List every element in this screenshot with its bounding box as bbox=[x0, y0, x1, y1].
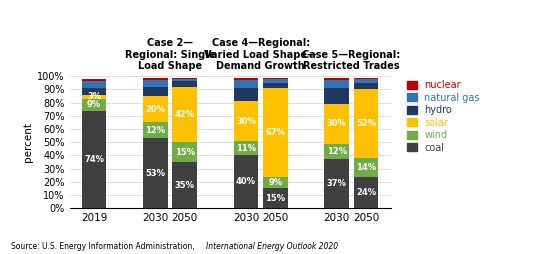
Bar bbox=[143, 87, 167, 96]
Bar bbox=[263, 83, 288, 88]
Bar bbox=[82, 99, 106, 110]
Text: 15%: 15% bbox=[174, 148, 195, 157]
Bar bbox=[172, 142, 197, 162]
Text: 24%: 24% bbox=[356, 188, 376, 197]
Text: 14%: 14% bbox=[356, 163, 376, 172]
Text: 9%: 9% bbox=[269, 178, 282, 187]
Bar bbox=[82, 110, 106, 208]
Text: 52%: 52% bbox=[356, 119, 376, 128]
Bar bbox=[172, 77, 197, 79]
Text: 42%: 42% bbox=[174, 110, 195, 119]
Bar bbox=[143, 96, 167, 122]
Text: 35%: 35% bbox=[175, 181, 195, 190]
Legend: nuclear, natural gas, hydro, solar, wind, coal: nuclear, natural gas, hydro, solar, wind… bbox=[405, 78, 482, 154]
Bar bbox=[82, 82, 106, 88]
Bar bbox=[172, 87, 197, 142]
Text: 40%: 40% bbox=[236, 177, 256, 186]
Text: 12%: 12% bbox=[145, 126, 165, 135]
Bar bbox=[263, 79, 288, 83]
Bar bbox=[234, 155, 258, 208]
Bar bbox=[324, 160, 349, 208]
Bar bbox=[324, 88, 349, 104]
Text: 11%: 11% bbox=[236, 144, 256, 153]
Bar bbox=[324, 80, 349, 88]
Text: 12%: 12% bbox=[326, 147, 347, 156]
Text: Source: U.S. Energy Information Administration,: Source: U.S. Energy Information Administ… bbox=[11, 243, 197, 251]
Text: 15%: 15% bbox=[265, 194, 286, 203]
Bar bbox=[324, 77, 349, 80]
Bar bbox=[234, 80, 258, 88]
Bar bbox=[354, 89, 378, 158]
Text: 30%: 30% bbox=[327, 119, 347, 128]
Bar bbox=[234, 101, 258, 141]
Bar bbox=[172, 79, 197, 82]
Bar bbox=[234, 77, 258, 80]
Bar bbox=[234, 141, 258, 155]
Bar bbox=[143, 122, 167, 138]
Text: 3%: 3% bbox=[87, 92, 101, 101]
Y-axis label: percent: percent bbox=[23, 122, 33, 162]
Text: Case 2—
Regional: Single
Load Shape: Case 2— Regional: Single Load Shape bbox=[125, 38, 215, 71]
Bar bbox=[143, 77, 167, 80]
Bar bbox=[354, 77, 378, 79]
Text: 20%: 20% bbox=[146, 105, 165, 114]
Text: 53%: 53% bbox=[146, 169, 165, 178]
Bar bbox=[172, 82, 197, 87]
Bar bbox=[143, 138, 167, 208]
Bar bbox=[82, 79, 106, 82]
Bar bbox=[354, 79, 378, 83]
Bar bbox=[324, 144, 349, 160]
Bar bbox=[172, 162, 197, 208]
Bar bbox=[263, 88, 288, 177]
Bar bbox=[354, 83, 378, 89]
Text: Case 4—Regional:
Varied Load Shape—
Demand Growth: Case 4—Regional: Varied Load Shape— Dema… bbox=[204, 38, 317, 71]
Bar bbox=[82, 88, 106, 95]
Bar bbox=[354, 158, 378, 177]
Bar bbox=[234, 88, 258, 101]
Bar bbox=[82, 95, 106, 99]
Text: Case 5—Regional:
Restricted Trades: Case 5—Regional: Restricted Trades bbox=[302, 50, 401, 71]
Bar bbox=[263, 177, 288, 188]
Text: 9%: 9% bbox=[87, 100, 101, 109]
Text: 37%: 37% bbox=[327, 179, 347, 188]
Bar bbox=[263, 188, 288, 208]
Text: 67%: 67% bbox=[265, 128, 285, 137]
Bar bbox=[263, 77, 288, 79]
Bar bbox=[324, 104, 349, 144]
Bar bbox=[143, 80, 167, 87]
Text: 30%: 30% bbox=[236, 117, 256, 126]
Bar bbox=[354, 177, 378, 208]
Text: International Energy Outlook 2020: International Energy Outlook 2020 bbox=[206, 243, 338, 251]
Text: 74%: 74% bbox=[84, 155, 104, 164]
